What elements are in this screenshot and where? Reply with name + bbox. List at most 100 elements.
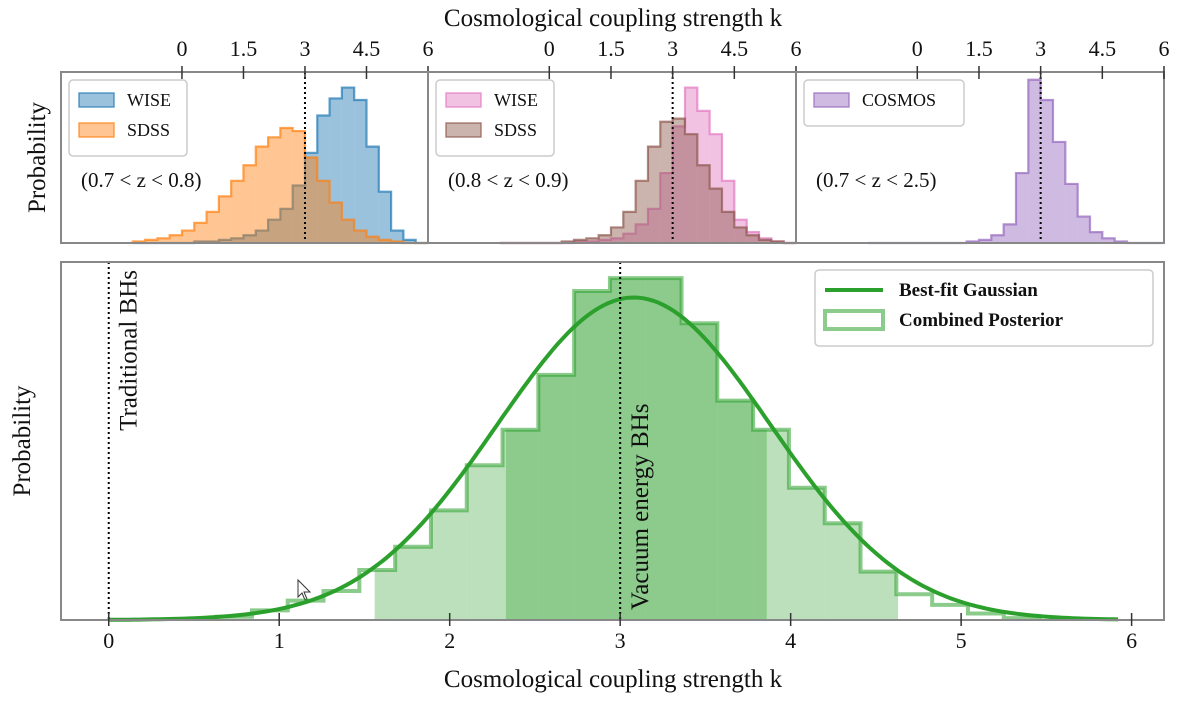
histogram-bar — [684, 134, 698, 243]
histogram-bar — [280, 208, 293, 243]
histogram-bar — [746, 235, 759, 243]
histogram-bar — [1089, 232, 1103, 243]
legend-swatch — [813, 92, 850, 108]
histogram-bar — [292, 185, 305, 243]
interval-shade — [753, 429, 767, 620]
histogram-bar — [1052, 141, 1066, 243]
histogram-bar — [635, 224, 648, 243]
histogram-bar — [623, 233, 636, 243]
interval-shade — [538, 374, 575, 620]
histogram-bar — [1077, 216, 1090, 243]
interval-shade — [717, 400, 754, 620]
x-tick-label: 2 — [444, 628, 455, 653]
panel: 0 1.5 3 4.5 6 (0.7 < z < 0.8) Probability WISE S… — [24, 36, 434, 245]
histogram-bar — [635, 180, 648, 243]
histogram-bar — [231, 180, 244, 243]
annotation: (0.8 < z < 0.9) — [448, 168, 569, 192]
histogram-bar — [218, 239, 232, 243]
panel: 0 1.5 3 4.5 6 (0.7 < z < 2.5) COSMOS — [795, 36, 1170, 245]
histogram-bar — [586, 238, 599, 243]
histogram-bar — [734, 227, 747, 243]
interval-shade — [896, 594, 899, 620]
panel: Traditional BHs Vacuum energy BHs 0 1 2 3 4 5 6 P… — [9, 261, 1165, 693]
histogram-bar — [660, 173, 673, 243]
histogram-bar — [610, 227, 624, 243]
histogram-bar — [1015, 173, 1029, 243]
histogram-bar — [329, 202, 342, 243]
histogram-bar — [403, 239, 416, 243]
x-tick-label: 0 — [912, 36, 923, 61]
histogram-bar — [721, 211, 735, 243]
legend-frame — [803, 79, 965, 127]
histogram-bar — [218, 196, 232, 243]
histogram-bar — [1003, 224, 1016, 243]
interval-shade — [860, 571, 897, 620]
histogram-bar — [1028, 79, 1041, 243]
plot-frame — [60, 261, 1165, 621]
histogram-bar — [623, 211, 636, 243]
histogram-bar — [391, 230, 404, 243]
histogram-bar — [268, 137, 281, 243]
histogram-bar — [194, 222, 207, 243]
legend-label: SDSS — [127, 120, 170, 140]
histogram-bar — [317, 180, 330, 243]
histogram-bar — [268, 219, 281, 243]
y-axis-label: Probability — [24, 101, 51, 213]
x-tick-label: 1.5 — [597, 36, 625, 61]
histogram-bar — [169, 235, 182, 243]
histogram-bar — [991, 235, 1004, 243]
x-tick-label: 4.5 — [353, 36, 381, 61]
legend-label: Combined Posterior — [899, 310, 1064, 331]
histogram-bar — [598, 235, 611, 243]
interval-shade — [538, 374, 575, 620]
interval-shade — [609, 278, 646, 620]
interval-shade — [502, 429, 539, 620]
histogram-bar — [341, 219, 355, 243]
x-tick-label: 6 — [1159, 36, 1170, 61]
histogram-bar — [660, 121, 673, 243]
legend-swatch — [78, 122, 115, 138]
interval-shade — [505, 429, 539, 620]
histogram-bar — [573, 239, 587, 243]
legend: COSMOS — [803, 79, 965, 127]
histogram-bar — [378, 239, 392, 243]
x-tick-label: 6 — [1126, 628, 1137, 653]
plot-frame — [795, 71, 1165, 244]
histogram-bar — [243, 235, 256, 243]
x-tick-label: 4 — [785, 628, 796, 653]
interval-shade — [753, 429, 789, 620]
histogram-bar — [672, 126, 685, 243]
histogram-outline — [132, 86, 428, 245]
interval-shade — [430, 510, 467, 620]
interval-shade — [788, 487, 825, 620]
histogram-bar — [243, 165, 256, 243]
histogram-bar — [341, 87, 355, 243]
x-tick-label: 0 — [544, 36, 555, 61]
legend-frame — [814, 269, 1154, 347]
histogram-bar — [329, 98, 342, 243]
histogram-bar — [292, 131, 305, 243]
x-tick-label: 1.5 — [230, 36, 258, 61]
x-tick-label: 6 — [791, 36, 802, 61]
x-tick-label: 3 — [615, 628, 626, 653]
interval-shade — [466, 465, 503, 620]
x-tick-label: 3 — [299, 36, 310, 61]
histogram-bar — [647, 208, 661, 243]
annotation: (0.7 < z < 0.8) — [81, 168, 202, 192]
histogram-outline — [131, 126, 428, 245]
histogram-bar — [304, 152, 318, 243]
histogram-bar — [697, 110, 710, 243]
annotation: (0.7 < z < 2.5) — [816, 168, 937, 192]
histogram-bar — [145, 239, 158, 243]
interval-shade — [645, 278, 682, 620]
reference-label: Traditional BHs — [116, 270, 143, 431]
histogram-outline — [499, 117, 796, 245]
histogram-bar — [317, 115, 330, 243]
histogram-bar — [932, 605, 968, 620]
histogram-bar — [255, 230, 269, 243]
histogram-bar — [734, 219, 747, 243]
histogram-bar — [684, 87, 698, 243]
x-tick-label: 3 — [1035, 36, 1046, 61]
interval-shade — [374, 570, 396, 620]
